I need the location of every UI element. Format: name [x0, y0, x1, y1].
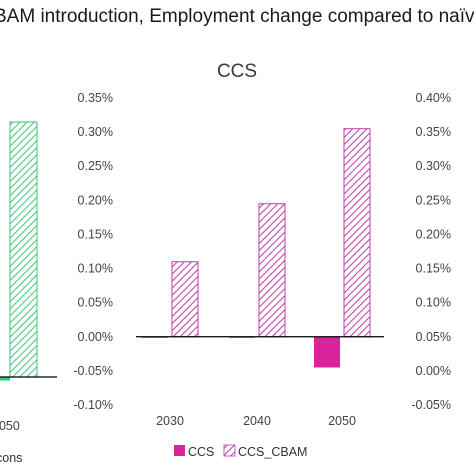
y2-tick-label: 0.10% [416, 296, 451, 310]
y-tick-label: 0.00% [78, 330, 113, 344]
x-axis: 2030 2040 2050 [156, 414, 356, 428]
y2-tick-label: 0.40% [416, 91, 451, 105]
legend-label-ccs: CCS [188, 445, 214, 459]
y-tick-label: 0.20% [78, 193, 113, 207]
banner-text: BAM introduction, Employment change comp… [0, 6, 474, 27]
y2-tick-label: -0.05% [411, 398, 451, 412]
x-tick-label: 2040 [243, 414, 271, 428]
y-tick-label: -0.05% [73, 364, 113, 378]
y-tick-label: 0.05% [78, 296, 113, 310]
left-legend-fragment: cons [0, 451, 22, 465]
legend-label-ccs-cbam: CCS_CBAM [238, 445, 307, 459]
x-tick-label: 2030 [156, 414, 184, 428]
y2-tick-label: 0.30% [416, 159, 451, 173]
y-tick-label: 0.15% [78, 227, 113, 241]
y2-tick-label: 0.00% [416, 364, 451, 378]
legend-swatch-ccs-cbam [223, 444, 236, 457]
bar-ccs-cbam [171, 261, 199, 338]
y-tick-label: 0.25% [78, 159, 113, 173]
y2-tick-label: 0.25% [416, 193, 451, 207]
chart-title: CCS [217, 61, 257, 82]
left-x-label: 2050 [0, 419, 20, 433]
bar-ccs [314, 336, 340, 368]
y-tick-label: 0.30% [78, 125, 113, 139]
y2-tick-label: 0.35% [416, 125, 451, 139]
y-axis-right: -0.05% 0.00% 0.05% 0.10% 0.15% 0.20% 0.25% 0.30… [411, 91, 451, 412]
legend: CCS CCS_CBAM [174, 444, 307, 459]
y-tick-label: -0.10% [73, 398, 113, 412]
y2-tick-label: 0.20% [416, 227, 451, 241]
y-tick-label: 0.10% [78, 262, 113, 276]
x-tick-label: 2050 [328, 414, 356, 428]
y2-tick-label: 0.15% [416, 262, 451, 276]
bars [142, 128, 371, 368]
page-banner-title: BAM introduction, Employment change comp… [0, 2, 474, 32]
y-axis-left: -0.10% -0.05% 0.00% 0.05% 0.10% 0.15% 0.20% 0.2… [73, 91, 113, 412]
legend-swatch-ccs [174, 445, 185, 456]
y2-tick-label: 0.05% [416, 330, 451, 344]
bar-ccs-cbam [258, 203, 286, 338]
left-solid-bar [0, 377, 10, 381]
bar-ccs-cbam [343, 128, 371, 338]
y-tick-label: 0.35% [78, 91, 113, 105]
left-hatched-bar [9, 121, 38, 378]
left-partial-chart: 2050 cons [0, 121, 57, 465]
